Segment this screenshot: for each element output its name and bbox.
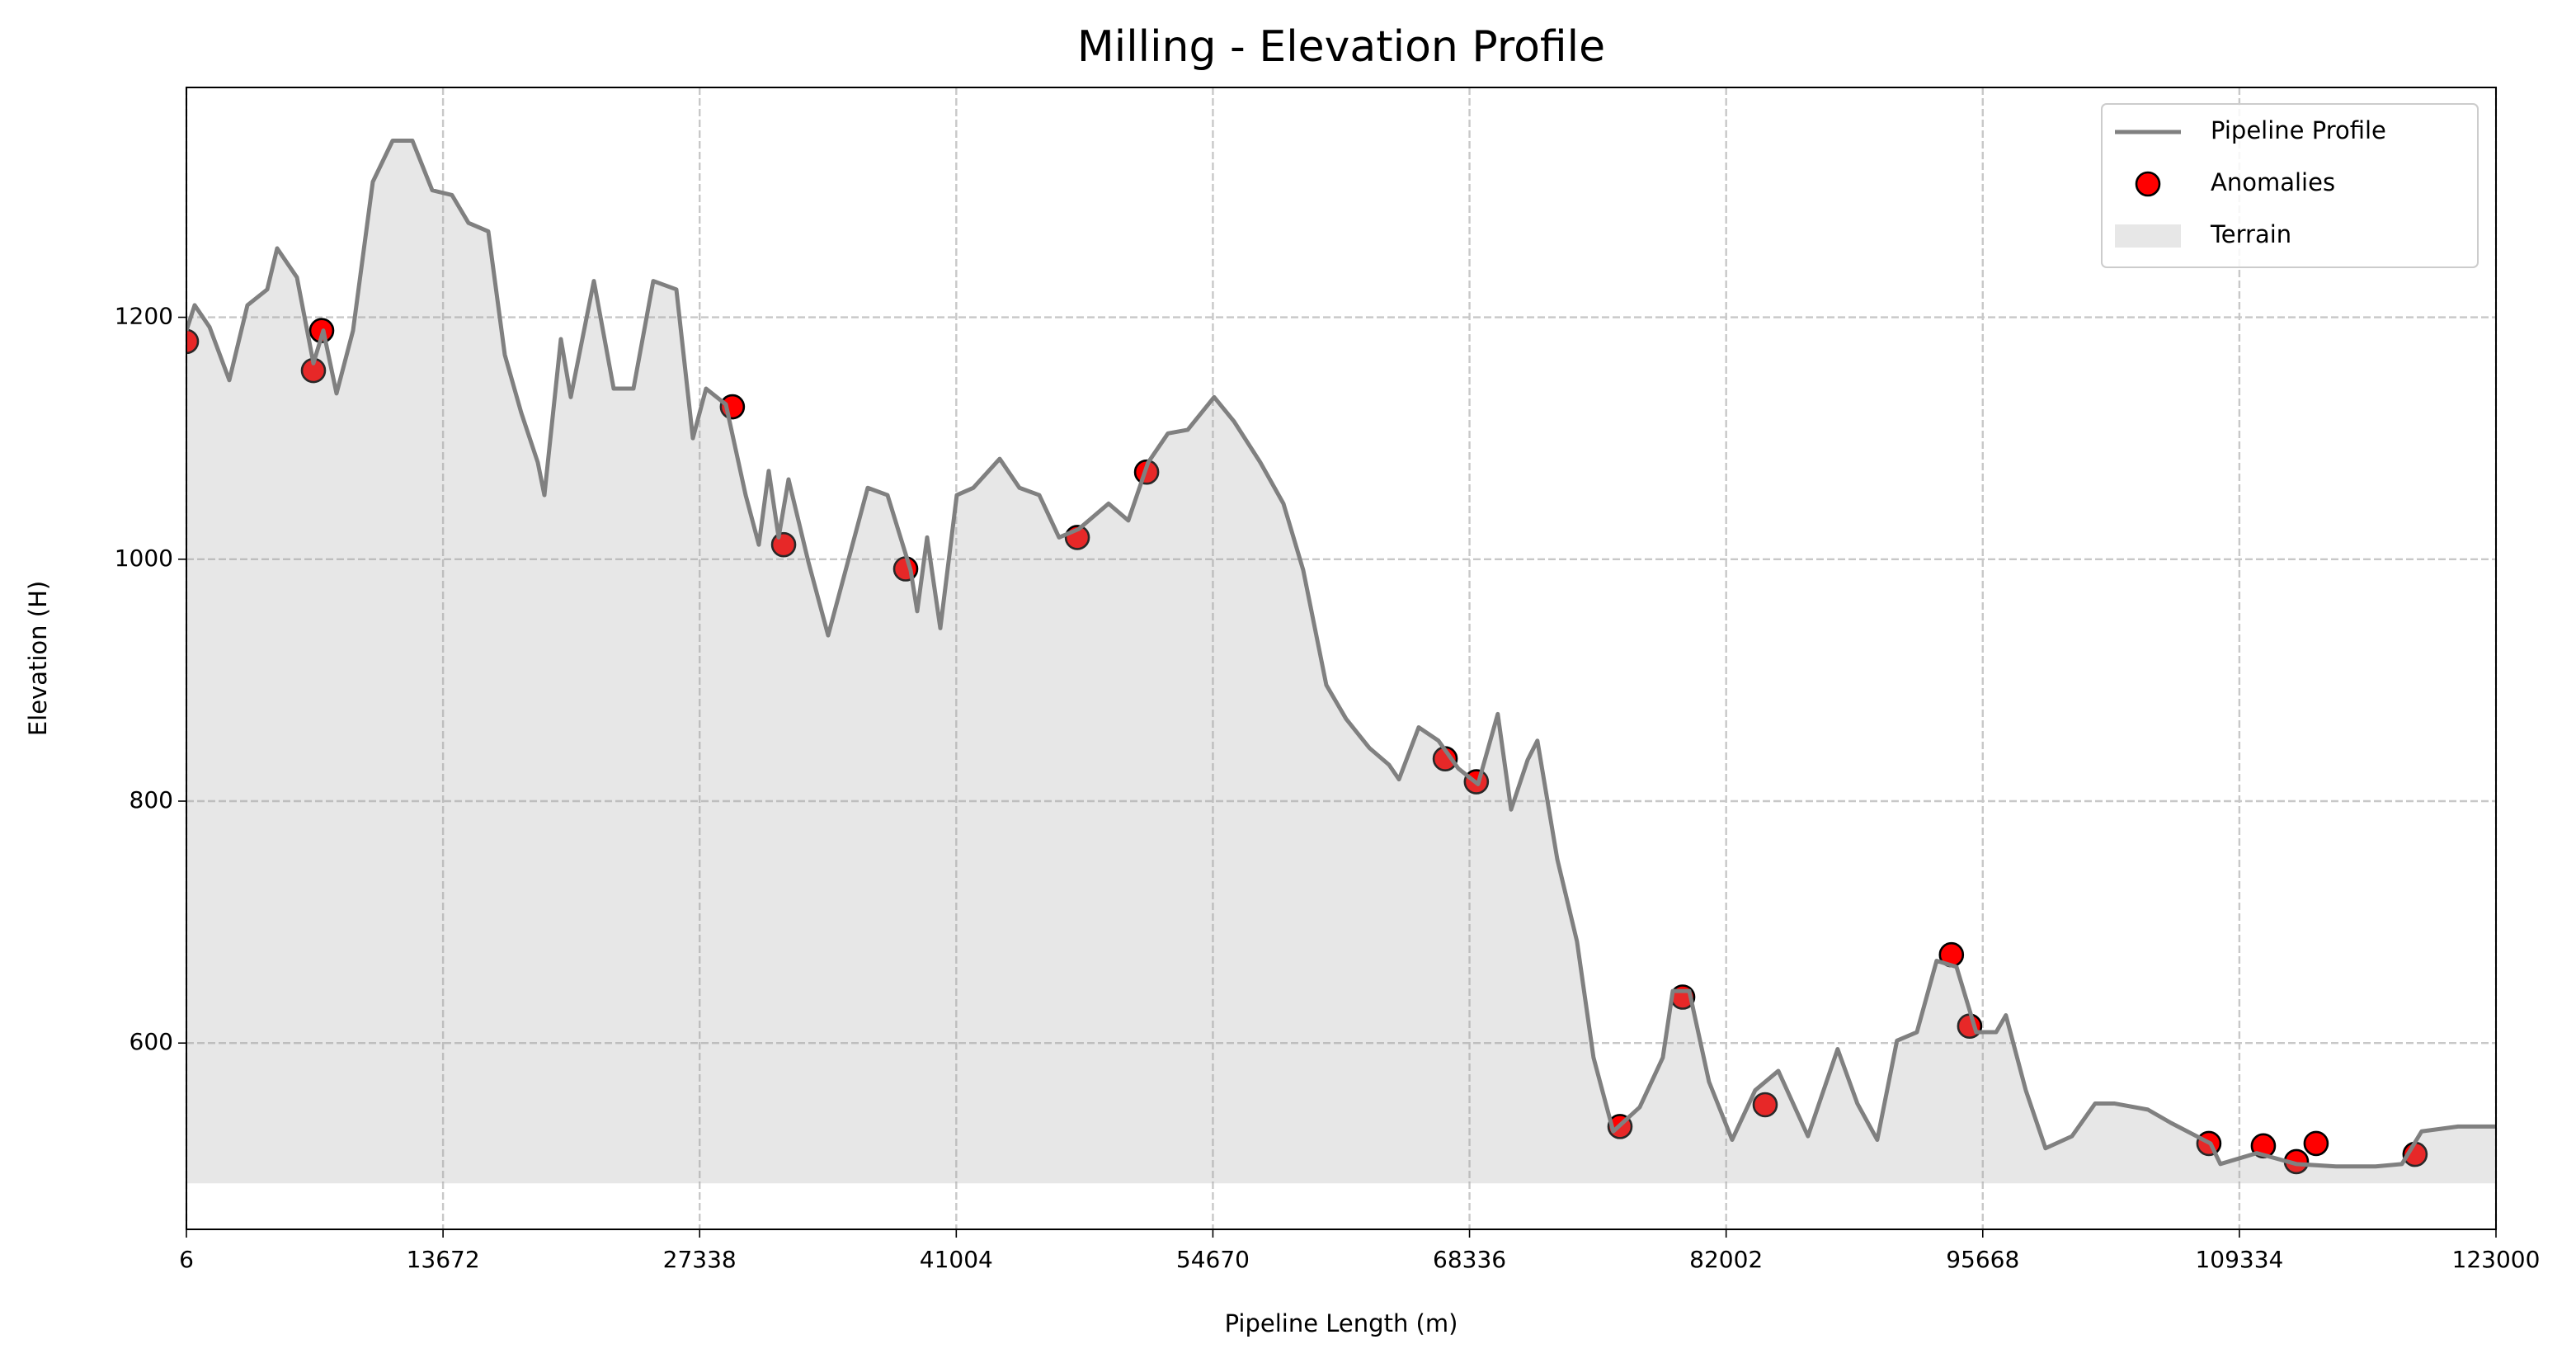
- anomaly-point: [186, 328, 200, 355]
- x-tick-label: 13672: [407, 1246, 480, 1273]
- x-tick-label: 68336: [1433, 1246, 1506, 1273]
- y-tick-label: 1000: [115, 545, 173, 572]
- y-tick-label: 1200: [115, 303, 173, 330]
- chart-title: Milling - Elevation Profile: [1077, 22, 1605, 72]
- profile-line: [186, 139, 2496, 1169]
- anomaly-point: [2303, 1130, 2329, 1157]
- x-tick-label: 109334: [2195, 1246, 2283, 1273]
- axes-frame: [186, 87, 2497, 1230]
- x-tick-label: 123000: [2452, 1246, 2541, 1273]
- series-group: [186, 139, 2496, 1184]
- legend-box: [2101, 103, 2479, 268]
- legend-label: Anomalies: [2211, 168, 2335, 196]
- terrain-area: [186, 140, 2496, 1184]
- y-axis-label: Elevation (H): [24, 581, 52, 736]
- x-tick-label: 41004: [920, 1246, 993, 1273]
- x-tick-label: 95668: [1946, 1246, 2019, 1273]
- legend-swatch: [2115, 224, 2181, 248]
- y-tick-label: 800: [130, 786, 173, 814]
- x-tick-label: 27338: [663, 1246, 737, 1273]
- legend-swatch: [2135, 171, 2161, 197]
- legend: Pipeline Profile Anomalies Terrain: [2101, 103, 2479, 268]
- x-tick-label: 6: [179, 1246, 194, 1273]
- legend-label: Terrain: [2210, 220, 2291, 248]
- x-tick-label: 54670: [1176, 1246, 1250, 1273]
- x-tick-label: 82002: [1689, 1246, 1763, 1273]
- y-tick-label: 600: [130, 1028, 173, 1055]
- legend-label: Pipeline Profile: [2211, 116, 2386, 144]
- anomaly-point: [1752, 1092, 1778, 1118]
- x-axis-label: Pipeline Length (m): [1225, 1309, 1458, 1337]
